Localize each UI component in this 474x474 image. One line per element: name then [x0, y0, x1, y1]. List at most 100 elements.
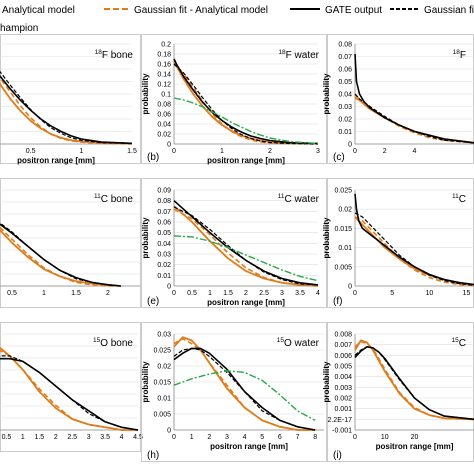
x-tick-label: 3.5 [295, 290, 305, 297]
legend-label-champion: hampion [0, 23, 38, 34]
series-line-4 [354, 346, 474, 420]
x-tick-label: 2.5 [67, 434, 77, 441]
x-tick-label: 6 [278, 434, 282, 441]
x-tick-label: 1 [220, 148, 224, 155]
x-tick-label: 2 [54, 434, 58, 441]
x-tick-label: 2 [383, 148, 387, 155]
x-tick-label: 10 [425, 290, 433, 297]
x-tick-label: 2 [244, 290, 248, 297]
x-tick-label: 0 [353, 434, 357, 441]
y-tick-label: 0.06 [157, 112, 171, 119]
y-tick-label: 0.14 [157, 72, 171, 79]
y-tick-label: 2.2E-17 [327, 417, 352, 424]
x-tick-label: 0 [172, 434, 176, 441]
series-line-4 [173, 63, 319, 145]
x-tick-label: 7 [296, 434, 300, 441]
y-tick-label: 0.04 [157, 241, 171, 248]
y-tick-label: 0.001 [334, 406, 352, 413]
x-tick-label: 4.5 [133, 434, 143, 441]
x-tick-label: 4 [120, 434, 124, 441]
x-tick-label: 0 [172, 148, 176, 155]
y-tick-label: 0.03 [157, 332, 171, 339]
y-tick-label: 0.005 [334, 264, 352, 271]
panel-letter: (b) [147, 152, 159, 163]
x-tick-label: 1.5 [223, 290, 233, 297]
legend: Analytical model Gaussian fit - Analytic… [0, 5, 474, 34]
panel-8: 0 0.005 0.01 0.015 0.02 0.025 0.03 0 1 2 3 4 5 6 7 8 15O… [141, 322, 327, 462]
panel-plot-area [354, 333, 474, 431]
x-tick-label: 3 [87, 434, 91, 441]
series-line-3 [173, 347, 316, 431]
panel-plot-area [354, 43, 474, 145]
y-tick-label: 0 [348, 142, 352, 149]
y-tick-label: 0.002 [334, 396, 352, 403]
y-tick-label: 0 [167, 142, 171, 149]
y-tick-label: 0.05 [157, 230, 171, 237]
panel-letter: (e) [147, 296, 159, 307]
y-tick-label: 0.005 [334, 364, 352, 371]
x-tick-label: 1 [190, 434, 194, 441]
y-tick-label: 0.08 [157, 198, 171, 205]
panel-plot-area [173, 189, 319, 287]
series-line-4 [0, 222, 121, 287]
x-tick-label: 2 [268, 148, 272, 155]
panel-plot-area [173, 43, 319, 145]
x-tick-label: 3 [316, 148, 320, 155]
series-line-2 [173, 338, 316, 431]
panel-title: 15O bone [93, 337, 133, 349]
x-tick-label: 4 [413, 148, 417, 155]
x-tick-label: 0 [172, 290, 176, 297]
y-axis-label: probability [141, 73, 150, 114]
series-line-4 [354, 93, 474, 144]
x-tick-label: 5 [260, 434, 264, 441]
panel-letter: (c) [333, 152, 345, 163]
y-tick-label: 0.004 [334, 374, 352, 381]
series-line-4 [354, 212, 474, 286]
panel-border [141, 322, 327, 462]
panel-title: 18F water [278, 49, 319, 61]
y-axis-label: probability [141, 361, 150, 402]
y-tick-label: 0.04 [338, 92, 352, 99]
series-line-3 [0, 74, 133, 145]
x-tick-label: 10 [381, 434, 389, 441]
series-line-2 [354, 340, 474, 421]
x-axis-label: positron range [mm] [207, 156, 285, 165]
x-tick-label: 2 [207, 434, 211, 441]
series-line-2 [354, 97, 474, 144]
panel-plot-area [173, 333, 324, 431]
x-tick-label: 4 [316, 290, 320, 297]
x-tick-label: 3 [225, 434, 229, 441]
panel-title: 11C [452, 193, 466, 205]
panel-plot-area [0, 333, 139, 431]
y-tick-label: 0.02 [157, 132, 171, 139]
panel-4: 0.5 1 1.5 2 11C bone [0, 178, 141, 308]
panel-title: 18F [453, 49, 466, 61]
x-tick-label: 3 [280, 290, 284, 297]
x-tick-label: 0.5 [187, 290, 197, 297]
legend-label-gaussian-analytical: Gaussian fit - Analytical model [134, 5, 268, 16]
series-line-4 [173, 347, 316, 431]
y-tick-label: 0.08 [338, 42, 352, 49]
y-tick-label: 0 [167, 284, 171, 291]
y-tick-label: 0.06 [338, 67, 352, 74]
panel-plot-area [354, 189, 474, 287]
x-tick-label: 5 [390, 290, 394, 297]
y-tick-label: -0.001 [332, 428, 352, 435]
y-tick-label: 0.02 [338, 117, 352, 124]
y-tick-label: 0.06 [157, 220, 171, 227]
y-tick-label: 0.005 [153, 412, 171, 419]
series-line-2 [0, 349, 138, 431]
x-axis-label: positron range [mm] [207, 298, 285, 307]
y-tick-label: 0.003 [334, 385, 352, 392]
x-tick-label: 0 [353, 148, 357, 155]
y-tick-label: 0 [348, 284, 352, 291]
y-tick-label: 0.01 [157, 396, 171, 403]
y-tick-label: 0.006 [334, 353, 352, 360]
panel-title: 18F bone [95, 49, 134, 61]
y-axis-label: probability [322, 217, 331, 258]
y-tick-label: 0.01 [338, 129, 352, 136]
y-tick-label: 0.02 [157, 364, 171, 371]
series-line-4 [0, 355, 139, 431]
x-tick-label: 0.5 [2, 434, 12, 441]
